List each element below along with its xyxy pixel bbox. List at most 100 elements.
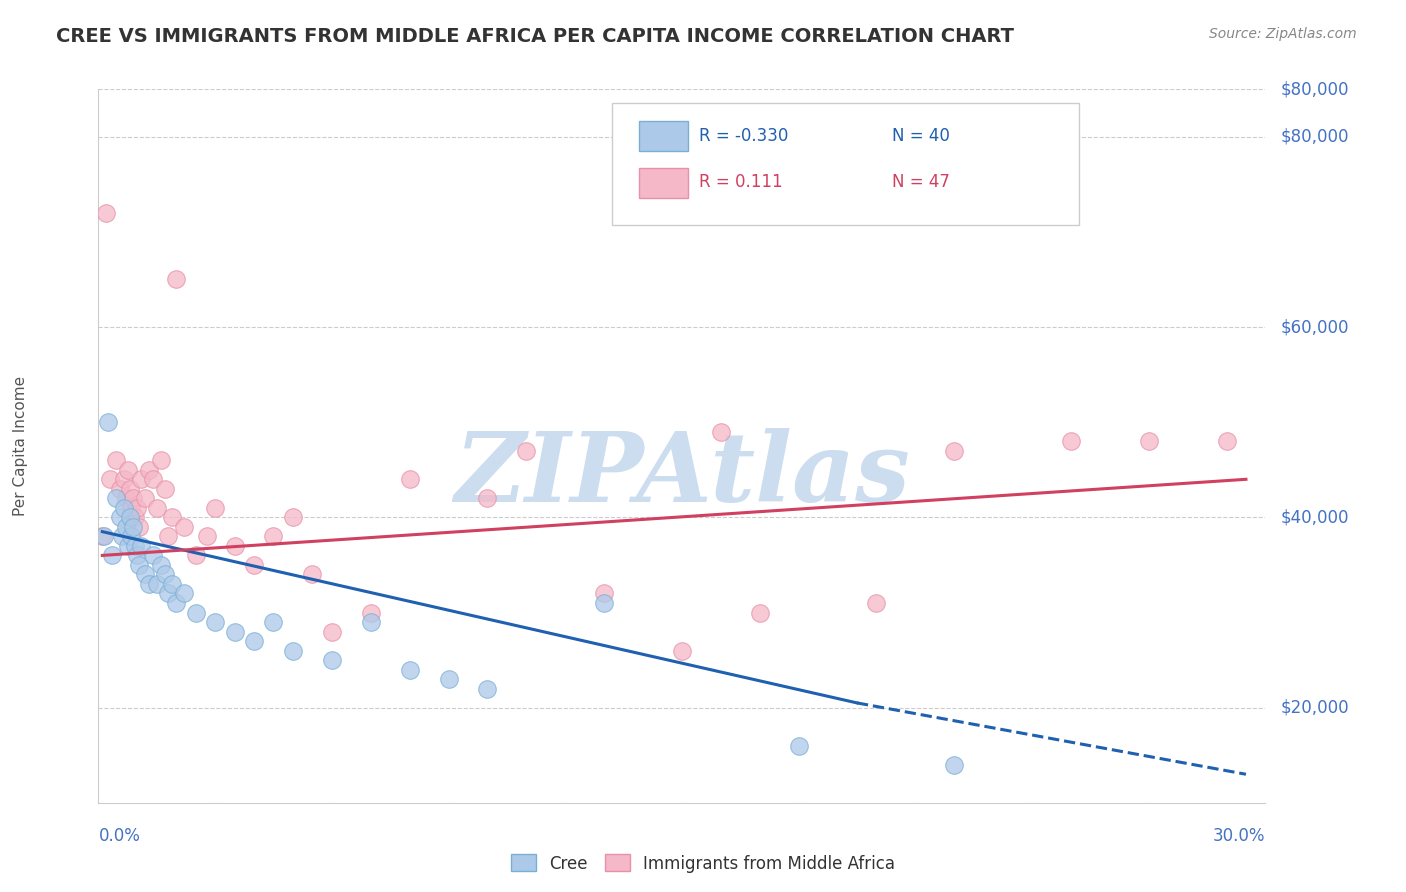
Point: [943, 443, 966, 458]
Point: [1215, 434, 1237, 449]
Point: [593, 596, 616, 610]
Point: [710, 425, 733, 439]
Point: [281, 643, 304, 657]
Point: [398, 663, 420, 677]
Point: [173, 586, 195, 600]
Point: [128, 520, 150, 534]
Point: [224, 539, 246, 553]
Text: $20,000: $20,000: [1281, 698, 1350, 716]
Point: [129, 539, 152, 553]
Legend: Cree, Immigrants from Middle Africa: Cree, Immigrants from Middle Africa: [505, 847, 901, 880]
Point: [262, 615, 284, 629]
Point: [149, 558, 172, 572]
Point: [96, 206, 118, 220]
Point: [195, 529, 218, 543]
Point: [1137, 434, 1160, 449]
Point: [104, 453, 127, 467]
Text: 30.0%: 30.0%: [1213, 827, 1265, 845]
Point: [117, 539, 139, 553]
Point: [142, 549, 165, 563]
Point: [128, 558, 150, 572]
Point: [138, 577, 160, 591]
Point: [149, 453, 172, 467]
Point: [301, 567, 323, 582]
Point: [321, 624, 343, 639]
Point: [114, 520, 136, 534]
Text: Per Capita Income: Per Capita Income: [13, 376, 28, 516]
Point: [162, 577, 184, 591]
Point: [184, 549, 207, 563]
Point: [127, 500, 149, 515]
Text: Source: ZipAtlas.com: Source: ZipAtlas.com: [1209, 27, 1357, 41]
Point: [108, 510, 131, 524]
Point: [477, 681, 499, 696]
Point: [138, 463, 160, 477]
Text: $40,000: $40,000: [1281, 508, 1350, 526]
Point: [437, 672, 460, 686]
Point: [142, 472, 165, 486]
Point: [121, 529, 143, 543]
Point: [262, 529, 284, 543]
Point: [165, 596, 187, 610]
Text: $80,000: $80,000: [1281, 80, 1350, 98]
Point: [748, 606, 770, 620]
Point: [515, 443, 537, 458]
Point: [146, 500, 169, 515]
Point: [117, 463, 139, 477]
Point: [787, 739, 810, 753]
Point: [184, 606, 207, 620]
Text: 0.0%: 0.0%: [98, 827, 141, 845]
Point: [153, 482, 176, 496]
Point: [134, 567, 156, 582]
Text: $60,000: $60,000: [1281, 318, 1350, 336]
Point: [204, 500, 226, 515]
Point: [157, 529, 180, 543]
Point: [153, 567, 176, 582]
Point: [593, 586, 616, 600]
Point: [321, 653, 343, 667]
Point: [134, 491, 156, 506]
Point: [98, 472, 121, 486]
Point: [360, 606, 382, 620]
Point: [124, 510, 146, 524]
Point: [360, 615, 382, 629]
Point: [943, 757, 966, 772]
Point: [122, 520, 145, 534]
Point: [118, 510, 141, 524]
Point: [204, 615, 226, 629]
Point: [122, 491, 145, 506]
Point: [162, 510, 184, 524]
Text: N = 40: N = 40: [891, 127, 950, 145]
Point: [93, 529, 115, 543]
Text: $80,000: $80,000: [1281, 128, 1350, 145]
Point: [124, 539, 146, 553]
Text: N = 47: N = 47: [891, 173, 950, 191]
Point: [165, 272, 187, 286]
Point: [121, 500, 143, 515]
Point: [108, 482, 131, 496]
Point: [104, 491, 127, 506]
Text: R = -0.330: R = -0.330: [699, 127, 789, 145]
Point: [157, 586, 180, 600]
Point: [398, 472, 420, 486]
FancyBboxPatch shape: [612, 103, 1078, 225]
Point: [101, 549, 124, 563]
Point: [243, 634, 266, 648]
Text: R = 0.111: R = 0.111: [699, 173, 783, 191]
Point: [1060, 434, 1083, 449]
Point: [146, 577, 169, 591]
Point: [112, 472, 135, 486]
Point: [114, 491, 136, 506]
Text: ZIPAtlas: ZIPAtlas: [454, 427, 910, 522]
Point: [111, 529, 134, 543]
FancyBboxPatch shape: [638, 121, 688, 152]
Point: [118, 482, 141, 496]
Point: [224, 624, 246, 639]
Point: [477, 491, 499, 506]
Point: [112, 500, 135, 515]
FancyBboxPatch shape: [638, 168, 688, 198]
Point: [127, 549, 149, 563]
Point: [173, 520, 195, 534]
Point: [671, 643, 693, 657]
Point: [281, 510, 304, 524]
